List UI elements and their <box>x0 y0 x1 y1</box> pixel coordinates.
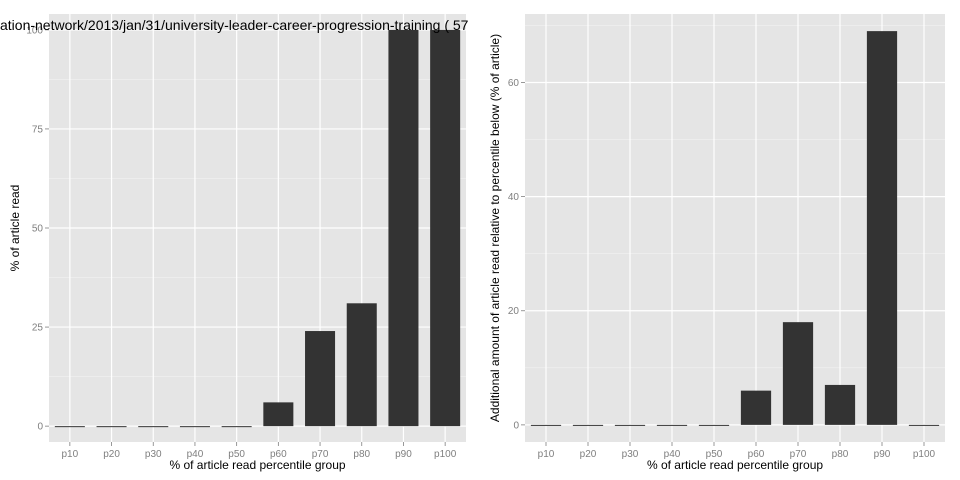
y-axis-title: % of article read <box>8 185 22 272</box>
bar-p90 <box>388 29 419 427</box>
x-tick-label: p50 <box>228 449 245 460</box>
bar-p80 <box>824 384 856 425</box>
bar-p100 <box>908 424 940 426</box>
y-tick-label: 100 <box>26 25 43 36</box>
y-tick-label: 40 <box>508 192 520 203</box>
x-tick-label: p20 <box>103 449 120 460</box>
x-tick-label: p70 <box>790 449 807 460</box>
x-tick-label: p40 <box>187 449 204 460</box>
x-tick-label: p100 <box>913 449 936 460</box>
x-axis-title: % of article read percentile group <box>169 458 345 472</box>
bar-p80 <box>346 303 377 427</box>
bar-p10 <box>530 424 562 426</box>
bar-p100 <box>430 29 461 427</box>
y-tick-label: 75 <box>32 124 44 135</box>
right-chart: 0 20 40 60 p10 p20 p30 p40 p50 p60 p70 p80 p90 p100 % … <box>488 14 945 472</box>
bar-p70 <box>782 322 814 425</box>
bar-p10 <box>54 426 85 428</box>
x-tick-label: p40 <box>664 449 681 460</box>
x-tick-label: p80 <box>353 449 370 460</box>
y-axis-title: Additional amount of article read relati… <box>488 34 502 422</box>
left-chart: 0 25 50 75 100 p10 p20 p30 p40 p50 p60 p70 p80 p90 p10… <box>0 14 469 472</box>
y-tick-label: 60 <box>508 78 520 89</box>
x-tick-label: p60 <box>270 449 287 460</box>
x-tick-label: p30 <box>622 449 639 460</box>
x-tick-label: p30 <box>145 449 162 460</box>
bar-p90 <box>866 31 898 425</box>
y-tick-label: 0 <box>37 422 43 433</box>
x-tick-label: p90 <box>395 449 412 460</box>
bar-p40 <box>656 424 688 426</box>
bar-p40 <box>179 426 210 428</box>
x-tick-label: p10 <box>538 449 555 460</box>
x-tick-label: p20 <box>580 449 597 460</box>
y-tick-label: 0 <box>513 420 519 431</box>
bar-p60 <box>263 402 294 427</box>
bar-p50 <box>698 424 730 426</box>
y-tick-label: 50 <box>32 224 44 235</box>
chart-title: ation-network/2013/jan/31/university-lea… <box>0 17 469 33</box>
x-tick-label: p60 <box>748 449 765 460</box>
x-tick-label: p50 <box>706 449 723 460</box>
bar-p30 <box>138 426 169 428</box>
x-tick-label: p10 <box>62 449 79 460</box>
y-tick-label: 25 <box>32 323 44 334</box>
bar-p20 <box>96 426 127 428</box>
bar-p20 <box>572 424 604 426</box>
x-tick-label: p100 <box>434 449 457 460</box>
x-axis-title: % of article read percentile group <box>647 458 823 472</box>
bar-p70 <box>305 331 336 427</box>
bar-p60 <box>740 390 772 425</box>
x-tick-label: p80 <box>832 449 849 460</box>
x-tick-label: p90 <box>874 449 891 460</box>
bar-p30 <box>614 424 646 426</box>
bar-p50 <box>221 426 252 428</box>
x-tick-label: p70 <box>312 449 329 460</box>
y-tick-label: 20 <box>508 306 520 317</box>
